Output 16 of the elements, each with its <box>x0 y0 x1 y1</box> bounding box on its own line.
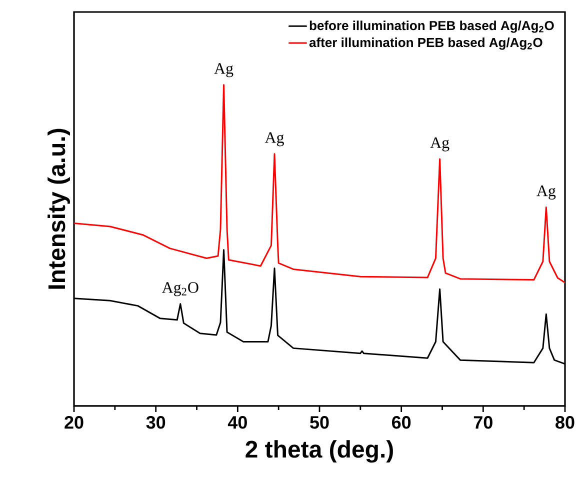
x-tick-label: 40 <box>228 416 247 429</box>
x-tick-label: 20 <box>64 416 84 429</box>
x-tick-label: 80 <box>556 416 574 429</box>
annotation: Ag <box>430 137 450 152</box>
x-tick-label: 50 <box>310 416 329 429</box>
annotation: Ag <box>536 186 556 200</box>
annotation: Ag <box>214 63 234 78</box>
x-tick-label: 70 <box>474 416 492 429</box>
legend-label: after illumination PEB based Ag/Ag$_{2}$O <box>309 38 542 50</box>
y-axis-title: Intensity (a.u.) <box>48 128 70 289</box>
annotation: Ag <box>264 132 284 146</box>
x-axis-title: 2 theta (deg.) <box>246 440 393 463</box>
x-tick-label: 60 <box>392 416 411 429</box>
legend-label: before illumination PEB based Ag/Ag$_{2}$O <box>310 20 554 33</box>
x-tick-label: 30 <box>146 416 166 429</box>
annotation: Ag$_{2}$O <box>162 282 198 296</box>
